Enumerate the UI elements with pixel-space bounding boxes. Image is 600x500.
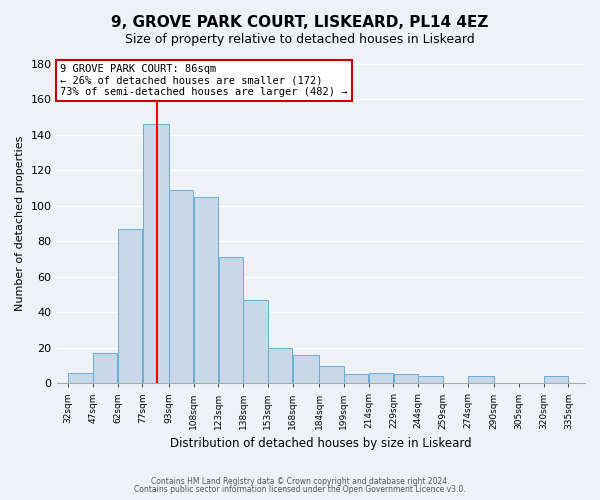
Bar (143, 124, 169, 384)
Bar (418, 376, 443, 384)
Text: Size of property relative to detached houses in Liskeard: Size of property relative to detached ho… (125, 32, 475, 46)
Bar (268, 348, 292, 384)
Bar (218, 258, 243, 384)
Bar (93, 353, 118, 384)
X-axis label: Distribution of detached houses by size in Liskeard: Distribution of detached houses by size … (170, 437, 472, 450)
Bar (369, 372, 393, 384)
Bar (544, 376, 568, 384)
Bar (293, 355, 319, 384)
Bar (118, 229, 142, 384)
Bar (68, 372, 92, 384)
Bar (344, 374, 368, 384)
Bar (319, 366, 344, 384)
Text: 9 GROVE PARK COURT: 86sqm
← 26% of detached houses are smaller (172)
73% of semi: 9 GROVE PARK COURT: 86sqm ← 26% of detac… (60, 64, 347, 97)
Bar (244, 300, 268, 384)
Text: 9, GROVE PARK COURT, LISKEARD, PL14 4EZ: 9, GROVE PARK COURT, LISKEARD, PL14 4EZ (112, 15, 488, 30)
Text: Contains public sector information licensed under the Open Government Licence v3: Contains public sector information licen… (134, 485, 466, 494)
Y-axis label: Number of detached properties: Number of detached properties (15, 136, 25, 312)
Text: Contains HM Land Registry data © Crown copyright and database right 2024.: Contains HM Land Registry data © Crown c… (151, 477, 449, 486)
Bar (468, 376, 494, 384)
Bar (394, 374, 418, 384)
Bar (194, 197, 218, 384)
Bar (169, 190, 193, 384)
